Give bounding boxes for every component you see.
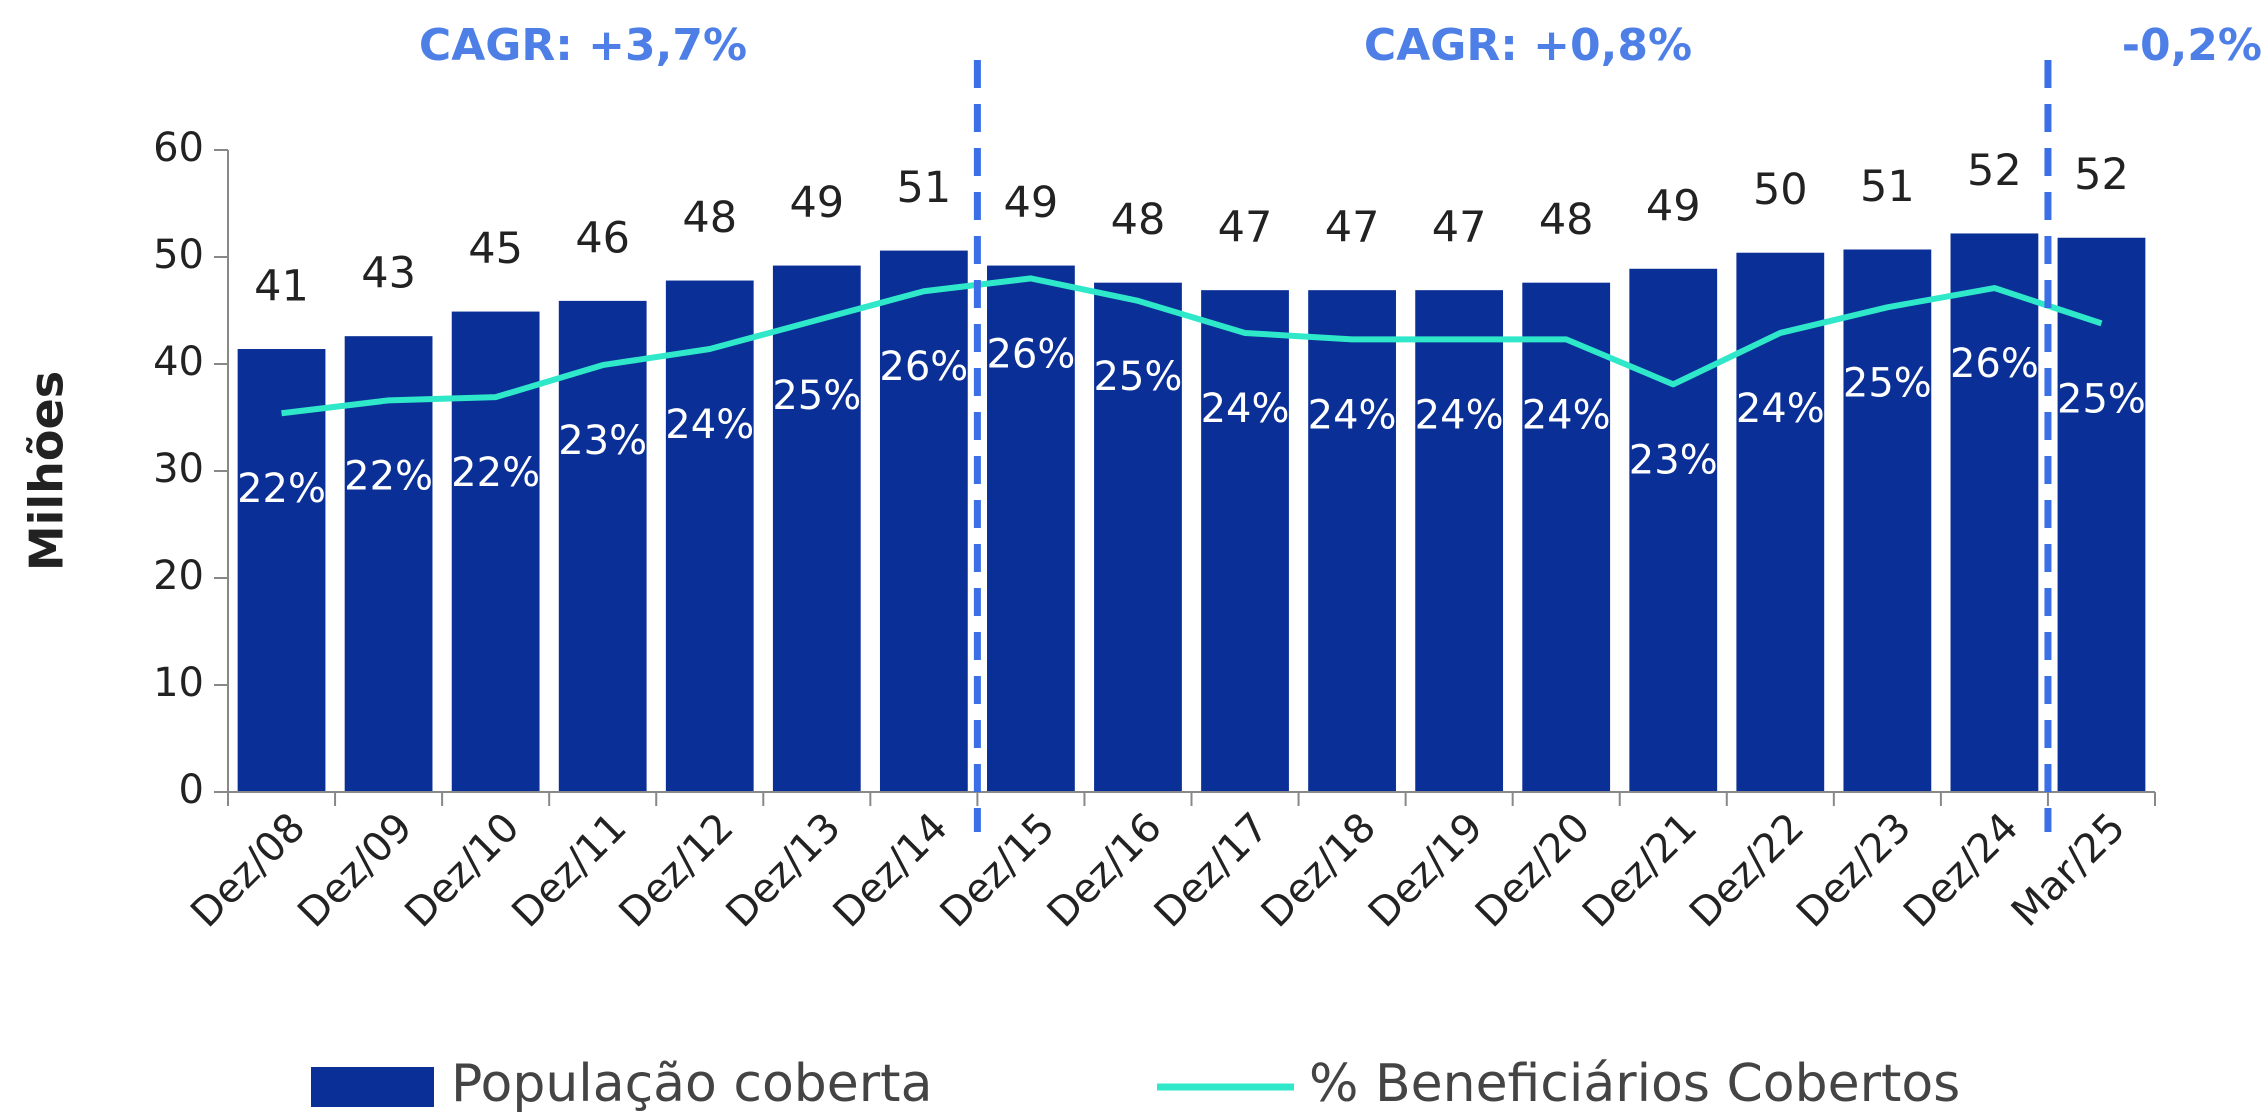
- bar: [1522, 282, 1611, 792]
- line-value-label: 25%: [2057, 376, 2146, 422]
- line-value-label: 25%: [1843, 360, 1932, 406]
- x-tick-label: Dez/23: [1788, 804, 1920, 936]
- line-value-label: 25%: [772, 373, 861, 419]
- bar: [772, 265, 861, 792]
- x-tick-label: Mar/25: [2003, 804, 2134, 935]
- line-value-label: 24%: [1415, 392, 1504, 438]
- bar-value-label: 51: [1860, 162, 1915, 212]
- bar: [344, 336, 433, 792]
- bar-value-label: 48: [1111, 195, 1166, 245]
- line-value-label: 24%: [1736, 386, 1825, 432]
- bar: [665, 280, 754, 792]
- line-value-label: 24%: [1522, 392, 1611, 438]
- line-value-label: 23%: [1629, 437, 1718, 483]
- x-tick-label: Dez/16: [1039, 804, 1171, 936]
- y-tick-label: 40: [153, 339, 204, 385]
- bar: [1094, 282, 1182, 792]
- y-axis-label: Milhões: [20, 371, 74, 571]
- annotation: -0,2%: [2122, 20, 2262, 71]
- line-value-label: 22%: [344, 453, 433, 499]
- bar-value-label: 45: [468, 224, 523, 274]
- bar: [1308, 290, 1396, 792]
- bar-value-label: 52: [2074, 150, 2129, 200]
- bar: [237, 349, 326, 792]
- bar-value-label: 49: [1004, 178, 1059, 228]
- line-value-label: 24%: [665, 402, 754, 448]
- bar-value-label: 49: [1646, 181, 1701, 231]
- bar: [2057, 237, 2146, 793]
- bar-value-label: 50: [1753, 165, 1808, 215]
- line-value-label: 26%: [879, 344, 968, 390]
- line: [281, 275, 2103, 417]
- x-tick-label: Dez/21: [1574, 804, 1706, 936]
- line-value-label: 22%: [237, 466, 326, 512]
- bar: [987, 265, 1075, 792]
- bar: [1736, 252, 1825, 793]
- y-tick-label: 60: [153, 125, 204, 171]
- bar-value-label: 41: [254, 262, 309, 312]
- line-value-label: 24%: [1201, 386, 1290, 432]
- line-value-label: 22%: [451, 450, 540, 496]
- x-tick-label: Dez/10: [396, 804, 528, 936]
- bar: [879, 250, 968, 792]
- bar-value-label: 47: [1325, 203, 1380, 253]
- x-tick-label: Dez/22: [1681, 804, 1813, 936]
- x-tick-label: Dez/08: [182, 804, 314, 936]
- bar: [1950, 233, 2039, 792]
- annotation: CAGR: +3,7%: [419, 20, 747, 71]
- annotation: CAGR: +0,8%: [1364, 20, 1692, 71]
- legend-label: População coberta: [451, 1054, 932, 1114]
- bar-value-label: 48: [682, 193, 737, 243]
- line-value-label: 26%: [1950, 341, 2039, 387]
- bar-value-label: 51: [897, 163, 952, 213]
- bar: [1629, 268, 1718, 792]
- bar-value-label: 48: [1539, 195, 1594, 245]
- x-tick-label: Dez/14: [825, 804, 957, 936]
- x-tick-label: Dez/09: [289, 804, 421, 936]
- y-tick-label: 0: [179, 767, 204, 813]
- x-tick-label: Dez/15: [932, 804, 1064, 936]
- line-value-label: 24%: [1308, 392, 1397, 438]
- y-tick-label: 30: [153, 446, 204, 492]
- bar-value-label: 47: [1432, 203, 1487, 253]
- x-tick-label: Dez/12: [611, 804, 743, 936]
- bar-value-label: 49: [789, 178, 844, 228]
- bar-value-label: 46: [575, 213, 630, 263]
- bar: [558, 300, 647, 792]
- x-tick-label: Dez/19: [1360, 804, 1492, 936]
- legend-swatch: [311, 1067, 434, 1107]
- bar: [1843, 249, 1932, 792]
- bar: [451, 311, 540, 792]
- y-tick-label: 50: [153, 232, 204, 278]
- x-tick-label: Dez/24: [1895, 804, 2027, 936]
- x-tick-label: Dez/20: [1467, 804, 1599, 936]
- x-tick-label: Dez/17: [1146, 804, 1278, 936]
- bar-value-label: 43: [361, 249, 416, 299]
- line-value-label: 26%: [986, 331, 1075, 377]
- y-tick-label: 10: [153, 660, 204, 706]
- line-value-label: 23%: [558, 418, 647, 464]
- bar-value-label: 47: [1218, 203, 1273, 253]
- legend-label: % Beneficiários Cobertos: [1309, 1054, 1960, 1114]
- line-value-label: 25%: [1094, 354, 1183, 400]
- y-tick-label: 20: [153, 553, 204, 599]
- x-tick-label: Dez/18: [1253, 804, 1385, 936]
- bar-value-label: 52: [1967, 146, 2022, 196]
- bar: [1201, 290, 1289, 792]
- bar: [1415, 290, 1504, 792]
- x-tick-label: Dez/11: [503, 804, 635, 936]
- x-tick-label: Dez/13: [718, 804, 850, 936]
